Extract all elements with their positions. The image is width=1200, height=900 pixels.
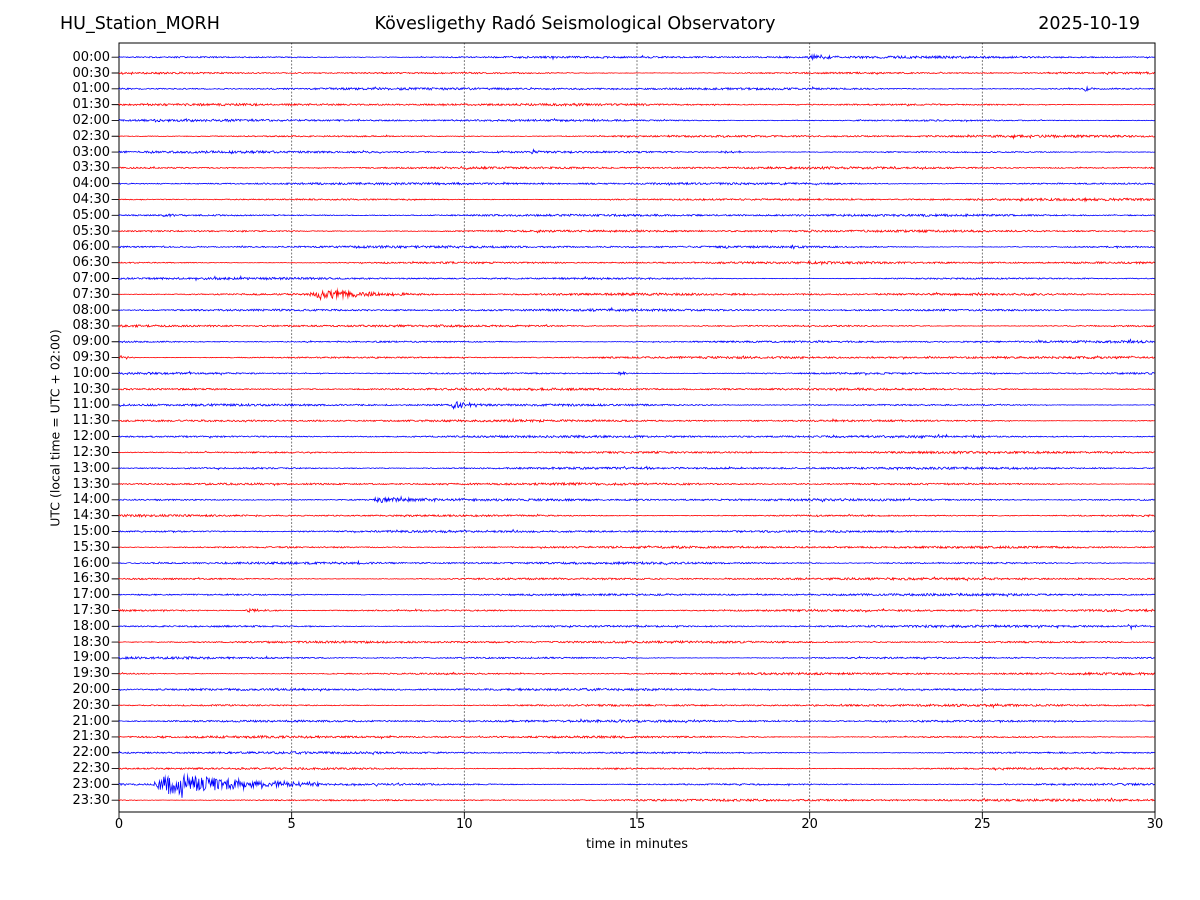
y-tick-label: 01:30 <box>72 97 110 113</box>
y-tick-label: 13:00 <box>72 460 110 476</box>
y-tick-label: 06:00 <box>72 239 110 255</box>
y-tick-label: 22:00 <box>72 745 110 761</box>
x-tick-label: 0 <box>114 817 124 832</box>
observatory-title: Kövesligethy Radó Seismological Observat… <box>374 14 776 34</box>
y-tick-label: 19:00 <box>72 650 110 666</box>
y-tick-label: 21:00 <box>72 713 110 729</box>
y-tick-label: 18:30 <box>72 634 110 650</box>
date-title: 2025-10-19 <box>1038 14 1140 34</box>
y-tick-label: 09:00 <box>72 334 110 350</box>
y-tick-label: 01:00 <box>72 81 110 97</box>
y-tick-label: 07:00 <box>72 271 110 286</box>
y-tick-label: 16:00 <box>72 555 110 571</box>
y-tick-label: 14:30 <box>72 508 110 524</box>
x-tick-label: 20 <box>801 817 818 832</box>
y-tick-label: 13:30 <box>72 476 110 492</box>
y-tick-label: 06:30 <box>72 255 110 271</box>
y-tick-label: 22:30 <box>72 761 110 777</box>
y-tick-label: 16:30 <box>72 571 110 587</box>
y-tick-label: 12:30 <box>72 444 110 460</box>
y-tick-label: 04:30 <box>72 191 110 207</box>
y-tick-label: 15:00 <box>72 523 110 539</box>
y-tick-label: 04:00 <box>72 176 110 192</box>
x-tick-label: 10 <box>456 817 473 832</box>
y-tick-label: 15:30 <box>72 539 110 555</box>
y-tick-label: 05:30 <box>72 223 110 239</box>
y-tick-label: 02:30 <box>72 128 110 144</box>
x-axis-label: time in minutes <box>585 837 689 852</box>
y-tick-label: 20:30 <box>72 697 110 713</box>
y-tick-label: 03:30 <box>72 160 110 176</box>
y-tick-label: 21:30 <box>72 729 110 745</box>
y-tick-label: 08:00 <box>72 302 110 318</box>
station-title: HU_Station_MORH <box>60 14 220 34</box>
y-tick-label: 09:30 <box>72 350 110 366</box>
x-tick-label: 25 <box>974 817 991 832</box>
y-tick-label: 17:00 <box>72 587 110 603</box>
y-tick-label: 18:00 <box>72 618 110 634</box>
y-tick-label: 03:00 <box>72 144 110 160</box>
y-tick-label: 08:30 <box>72 318 110 334</box>
y-tick-label: 00:00 <box>72 49 110 65</box>
y-tick-label: 00:30 <box>72 65 110 81</box>
y-tick-label: 20:00 <box>72 682 110 698</box>
x-tick-label: 30 <box>1146 817 1164 832</box>
y-tick-label: 23:00 <box>72 776 110 792</box>
y-tick-label: 05:00 <box>72 207 110 223</box>
y-tick-label: 19:30 <box>72 666 110 682</box>
x-tick-label: 15 <box>628 817 646 832</box>
y-tick-label: 07:30 <box>72 286 110 302</box>
y-tick-label: 12:00 <box>72 429 110 445</box>
y-tick-label: 10:00 <box>72 365 110 381</box>
y-tick-label: 11:00 <box>72 397 110 413</box>
y-tick-label: 23:30 <box>72 792 110 808</box>
y-tick-label: 17:30 <box>72 602 110 618</box>
y-tick-label: 14:00 <box>72 492 110 508</box>
x-tick-label: 5 <box>287 817 296 832</box>
y-tick-label: 02:00 <box>72 112 110 128</box>
y-tick-label: 11:30 <box>72 413 110 429</box>
y-tick-label: 10:30 <box>72 381 110 397</box>
